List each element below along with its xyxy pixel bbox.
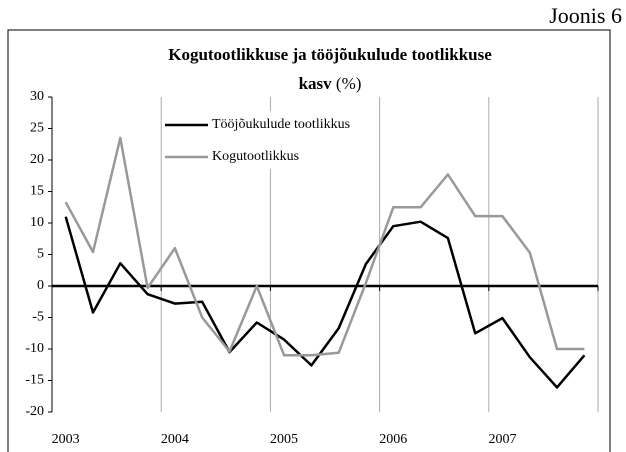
- chart-title-unit: (%): [336, 74, 361, 93]
- x-tick-label: 2004: [161, 432, 189, 447]
- x-tick-label: 2007: [488, 432, 516, 447]
- chart-title: kasv (%): [299, 74, 362, 93]
- chart-title: Kogutootlikkuse ja tööjõukulude tootlikk…: [168, 45, 492, 64]
- y-tick-label: 10: [30, 215, 44, 230]
- y-tick-label: -15: [25, 373, 44, 388]
- x-tick-label: 2005: [270, 432, 298, 447]
- legend-label: Kogutootlikkus: [212, 149, 299, 164]
- y-tick-label: -10: [25, 341, 44, 356]
- y-tick-label: 15: [30, 184, 44, 199]
- line-series: [64, 136, 585, 357]
- y-tick-label: -20: [25, 404, 44, 419]
- x-tick-label: 2003: [52, 432, 80, 447]
- y-tick-label: 30: [30, 89, 44, 104]
- line-series: [64, 216, 586, 389]
- y-tick-label: 25: [30, 121, 44, 136]
- x-tick-label: 2006: [379, 432, 407, 447]
- y-tick-label: 5: [37, 247, 44, 262]
- chart-title-main: kasv: [299, 74, 333, 93]
- y-tick-label: 0: [37, 278, 44, 293]
- y-tick-label: -5: [32, 310, 44, 325]
- y-tick-label: 20: [30, 152, 44, 167]
- legend-label: Tööjõukulude tootlikkus: [212, 117, 350, 132]
- caption: Joonis 6: [549, 3, 622, 28]
- frame: [7, 29, 611, 452]
- legend-background: [162, 111, 342, 169]
